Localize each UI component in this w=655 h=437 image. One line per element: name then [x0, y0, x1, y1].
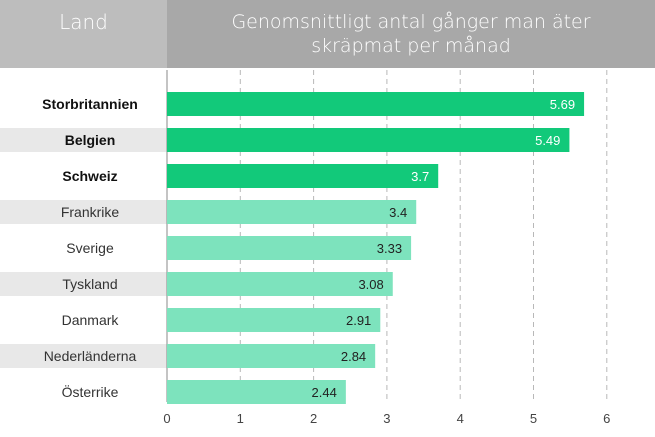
row-band [0, 200, 167, 224]
bar [167, 344, 376, 368]
bar [167, 200, 417, 224]
x-tick-label: 0 [163, 411, 170, 426]
category-label: Österrike [62, 383, 119, 400]
category-label: Sverige [66, 240, 114, 256]
category-header-label: Land [59, 10, 108, 34]
x-tick-label: 4 [457, 411, 464, 426]
value-label: 3.08 [358, 277, 383, 292]
bar [167, 308, 381, 332]
value-column-header: Genomsnittligt antal gånger man äter skr… [167, 0, 655, 68]
bar [167, 92, 585, 116]
value-label: 2.44 [312, 385, 337, 400]
category-label: Frankrike [61, 204, 120, 220]
category-labels: Storbritannien Belgien Schweiz Frankrike Sve… [42, 96, 138, 400]
x-tick-label: 6 [603, 411, 610, 426]
value-labels: 5.69 5.49 3.7 3.4 3.33 3.08 2.91 2.84 2.44 [312, 97, 576, 400]
value-label: 3.7 [411, 169, 429, 184]
x-tick-label: 2 [310, 411, 317, 426]
x-tick-label: 5 [530, 411, 537, 426]
category-label: Schweiz [62, 168, 117, 184]
bar [167, 164, 439, 188]
value-label: 2.84 [341, 349, 366, 364]
value-label: 2.91 [346, 313, 371, 328]
category-label: Storbritannien [42, 96, 138, 112]
x-axis-ticks: 0 1 2 3 4 5 6 [163, 411, 610, 426]
x-tick-label: 1 [237, 411, 244, 426]
category-label: Nederländerna [44, 348, 137, 364]
row-band [0, 272, 167, 296]
bar [167, 272, 393, 296]
value-label: 3.4 [389, 205, 407, 220]
value-label: 5.49 [535, 133, 560, 148]
bar [167, 380, 346, 404]
row-bands [0, 128, 167, 368]
bars [167, 92, 585, 404]
value-label: 3.33 [377, 241, 402, 256]
row-band [0, 344, 167, 368]
bar [167, 128, 570, 152]
category-column-header: Land [0, 0, 167, 68]
row-band [0, 128, 167, 152]
category-label: Tyskland [62, 276, 117, 292]
value-label: 5.69 [550, 97, 575, 112]
chart-title: Genomsnittligt antal gånger man äter skr… [231, 11, 591, 57]
x-tick-label: 3 [383, 411, 390, 426]
bar [167, 236, 412, 260]
category-label: Danmark [62, 312, 120, 328]
category-label: Belgien [65, 132, 116, 148]
